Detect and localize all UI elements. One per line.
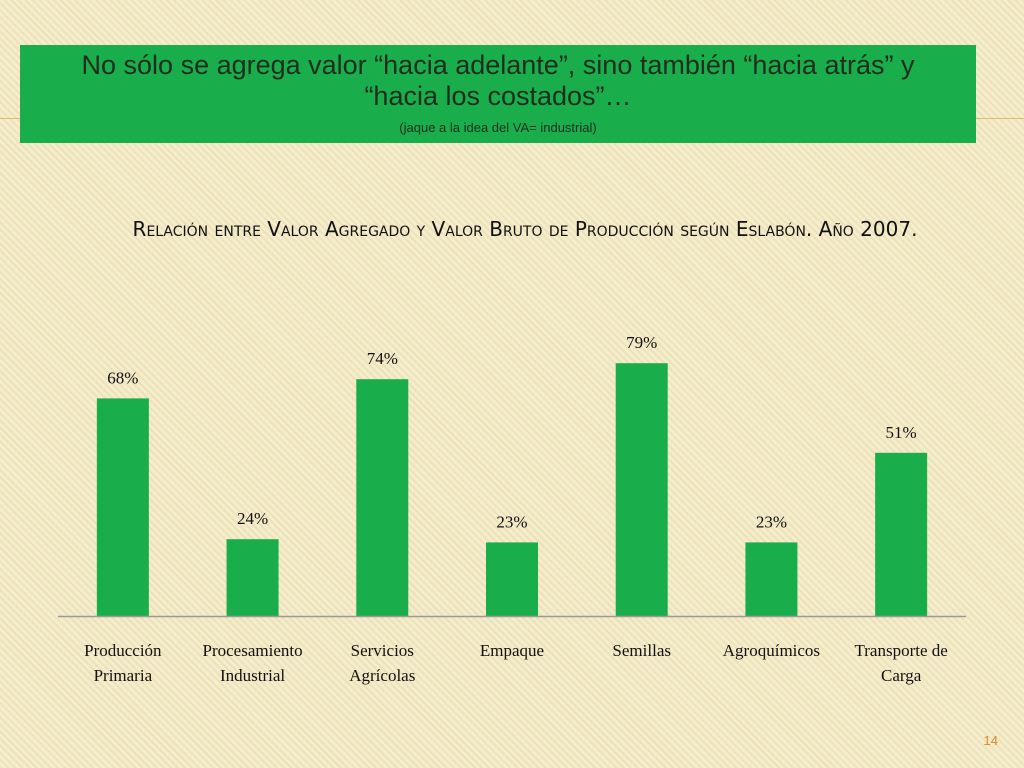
- category-label-2: Procesamiento: [203, 641, 303, 660]
- data-label-4: 23%: [496, 512, 527, 531]
- chart-title: Relación entre Valor Agregado y Valor Br…: [132, 217, 918, 241]
- category-label-6: Agroquímicos: [723, 641, 820, 660]
- category-label-2: Industrial: [220, 666, 285, 685]
- category-label-3: Agrícolas: [349, 666, 415, 685]
- bar-6: [745, 542, 798, 616]
- data-label-5: 79%: [626, 333, 657, 352]
- category-label-4: Empaque: [480, 641, 544, 660]
- data-label-6: 23%: [756, 512, 787, 531]
- category-label-1: Primaria: [94, 666, 153, 685]
- bar-7: [875, 452, 928, 616]
- category-label-1: Producción: [84, 641, 162, 660]
- slide-title: No sólo se agrega valor “hacia adelante”…: [81, 50, 915, 111]
- bar-1: [96, 398, 149, 616]
- category-label-5: Semillas: [612, 641, 671, 660]
- category-label-7: Carga: [881, 666, 922, 685]
- slide-subtitle: (jaque a la idea del VA= industrial): [399, 120, 597, 135]
- category-label-3: Servicios: [351, 641, 414, 660]
- category-label-7: Transporte de: [854, 641, 947, 660]
- title-banner: No sólo se agrega valor “hacia adelante”…: [20, 45, 976, 143]
- data-label-7: 51%: [886, 423, 917, 442]
- bar-4: [486, 542, 538, 616]
- data-label-3: 74%: [367, 349, 398, 368]
- data-label-1: 68%: [107, 368, 138, 387]
- page-number: 14: [983, 733, 998, 748]
- bar-3: [356, 379, 409, 616]
- bar-5: [615, 363, 668, 616]
- bar-2: [226, 539, 279, 616]
- data-label-2: 24%: [237, 509, 268, 528]
